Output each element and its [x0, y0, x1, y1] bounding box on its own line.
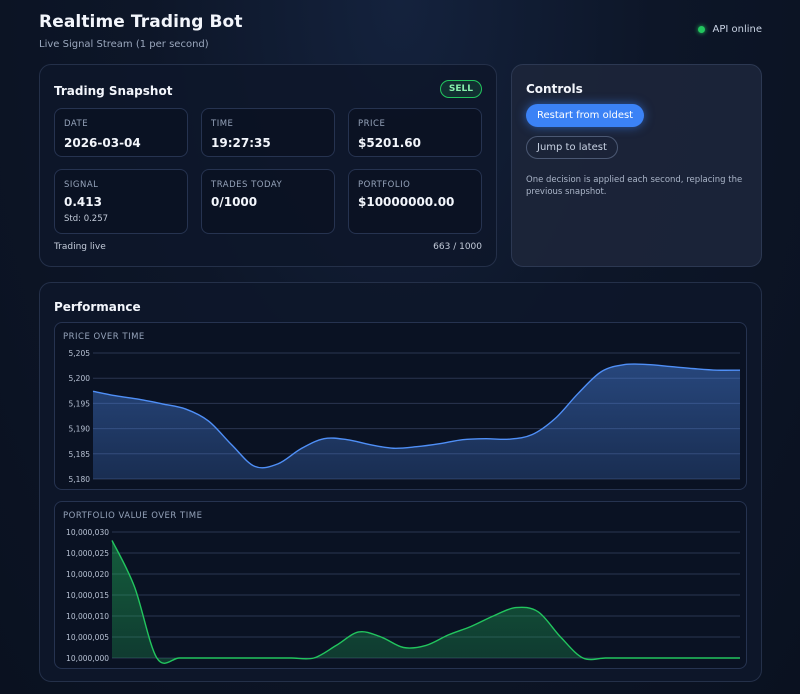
time-tile: TIME 19:27:35 [201, 108, 335, 157]
jump-to-latest-button[interactable]: Jump to latest [526, 136, 618, 159]
controls-card: Controls Restart from oldest Jump to lat… [511, 64, 762, 267]
series-line [111, 540, 740, 664]
controls-note: One decision is applied each second, rep… [526, 175, 743, 198]
api-status: API online [698, 24, 762, 35]
signal-label: SIGNAL [64, 180, 99, 190]
y-tick-label: 10,000,030 [66, 528, 109, 537]
portfolio-chart: PORTFOLIO VALUE OVER TIME 10,000,000 10,0… [54, 501, 747, 669]
price-chart-svg: 5,180 5,185 5,190 5,195 5,200 5,205 [69, 349, 741, 484]
performance-card: Performance PRICE OVER TIME 5,180 5,185 5,… [39, 282, 762, 682]
price-value: $5201.60 [358, 136, 422, 150]
app-subtitle: Live Signal Stream (1 per second) [39, 39, 209, 50]
portfolio-value: $10000000.00 [358, 195, 455, 209]
trades-today-value: 0/1000 [211, 195, 258, 209]
y-tick-label: 5,180 [69, 475, 91, 484]
portfolio-tile: PORTFOLIO $10000000.00 [348, 169, 482, 234]
y-tick-label: 10,000,025 [66, 549, 109, 558]
trading-status-text: Trading live [54, 242, 106, 252]
price-tile: PRICE $5201.60 [348, 108, 482, 157]
series-area [93, 363, 740, 479]
signal-std: Std: 0.257 [64, 214, 109, 224]
price-chart-title: PRICE OVER TIME [63, 332, 145, 342]
y-tick-label: 10,000,000 [66, 654, 109, 663]
header: Realtime Trading Bot Live Signal Stream … [39, 12, 243, 50]
price-label: PRICE [358, 119, 386, 129]
portfolio-chart-title: PORTFOLIO VALUE OVER TIME [63, 511, 203, 521]
date-value: 2026-03-04 [64, 136, 141, 150]
restart-from-oldest-button[interactable]: Restart from oldest [526, 104, 645, 127]
date-tile: DATE 2026-03-04 [54, 108, 188, 157]
progress-counter: 663 / 1000 [433, 242, 482, 252]
app-title: Realtime Trading Bot [39, 12, 243, 32]
trades-today-tile: TRADES TODAY 0/1000 [201, 169, 335, 234]
y-tick-label: 10,000,010 [66, 612, 109, 621]
y-tick-label: 5,195 [69, 399, 91, 408]
trading-snapshot-card: Trading Snapshot SELL DATE 2026-03-04 TI… [39, 64, 497, 267]
status-dot-icon [698, 26, 706, 33]
portfolio-label: PORTFOLIO [358, 180, 411, 190]
y-tick-label: 10,000,015 [66, 591, 109, 600]
price-chart: PRICE OVER TIME 5,180 5,185 5,190 5,195 5,20… [54, 322, 747, 490]
date-label: DATE [64, 119, 89, 129]
performance-title: Performance [54, 300, 141, 314]
trades-today-label: TRADES TODAY [211, 180, 283, 190]
series-line [92, 363, 741, 469]
portfolio-chart-svg: 10,000,000 10,000,005 10,000,010 10,000,015… [66, 528, 740, 664]
y-tick-label: 5,185 [69, 450, 91, 459]
y-tick-label: 5,190 [69, 425, 91, 434]
signal-tile: SIGNAL 0.413 Std: 0.257 [54, 169, 188, 234]
api-status-label: API online [712, 24, 762, 35]
signal-value: 0.413 [64, 195, 102, 209]
y-tick-label: 5,205 [69, 349, 91, 358]
signal-action-badge: SELL [439, 80, 482, 98]
time-value: 19:27:35 [211, 136, 271, 150]
snapshot-title: Trading Snapshot [54, 84, 173, 98]
controls-title: Controls [526, 82, 583, 96]
time-label: TIME [211, 119, 234, 129]
y-tick-label: 10,000,020 [66, 570, 109, 579]
y-tick-label: 10,000,005 [66, 633, 109, 642]
y-tick-label: 5,200 [69, 374, 91, 383]
